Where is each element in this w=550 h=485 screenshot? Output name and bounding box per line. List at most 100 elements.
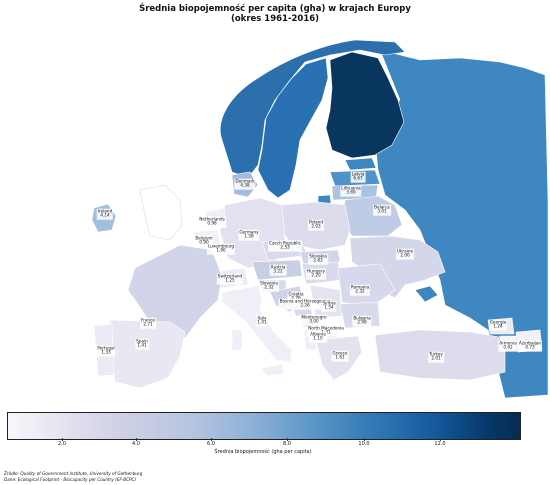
country-label: Latvia 6.67 — [350, 171, 366, 183]
country-label: Spain 1.41 — [135, 338, 149, 350]
country-label: Germany 1.58 — [238, 229, 260, 241]
country-name: Portugal — [97, 345, 115, 351]
colorbar-tick-label: 10.0 — [358, 441, 370, 447]
country-label: Lithuania 3.69 — [340, 185, 362, 197]
country-value: 0.98 — [207, 221, 217, 226]
country-value: 4.14 — [100, 213, 110, 218]
map-title: Średnia biopojemność per capita (gha) w … — [0, 4, 550, 24]
country-label: Hungary 2.20 — [306, 268, 326, 280]
region-finland[interactable] — [325, 51, 405, 159]
region-sicily[interactable] — [261, 363, 285, 377]
country-name: Slovenia — [260, 280, 278, 286]
country-name: Czech Republic — [269, 240, 301, 246]
country-label: Switzerland 1.25 — [216, 273, 244, 285]
country-label: Ireland 4.14 — [96, 208, 114, 220]
country-name: Spain — [136, 338, 148, 344]
country-name: Austria — [270, 264, 286, 270]
source-line-1: Źródło: Quality of Government Institute,… — [4, 471, 143, 476]
map-title-line1: Średnia biopojemność per capita (gha) w … — [139, 4, 411, 14]
country-label: Albania 1.10 — [309, 331, 327, 343]
colorbar-tick-mark — [136, 438, 137, 441]
colorbar — [7, 412, 521, 440]
colorbar-tick-mark — [364, 438, 365, 441]
country-value: 2.20 — [311, 273, 321, 278]
country-value: 1.33 — [101, 350, 111, 355]
country-value: 2.49 — [357, 320, 367, 325]
country-label: Austria 3.22 — [269, 264, 287, 276]
country-name: North Macedonia — [308, 325, 344, 331]
country-value: 2.71 — [143, 322, 153, 327]
country-name: Hungary — [307, 268, 325, 274]
country-name: Lithuania — [341, 185, 361, 191]
country-value: 1.58 — [244, 234, 254, 239]
country-value: 3.69 — [346, 190, 356, 195]
country-name: Romania — [350, 284, 370, 290]
country-value: 0.73 — [525, 345, 535, 350]
region-uk[interactable] — [139, 184, 183, 241]
region-sweden[interactable] — [257, 57, 329, 199]
country-name: Netherlands — [199, 216, 225, 222]
country-value: 3.22 — [273, 269, 283, 274]
country-label: Armenia 0.62 — [498, 340, 518, 352]
country-label: Czech Republic 2.53 — [268, 240, 302, 252]
country-value: 4.38 — [240, 183, 250, 188]
colorbar-tick-label: 6.0 — [207, 441, 215, 447]
colorbar-label: Średnia biopojemność (gha per capita) — [214, 449, 312, 455]
country-name: Bosnia and Herzegovina — [279, 298, 331, 304]
country-value: 2.53 — [280, 245, 290, 250]
country-label: Italy 1.01 — [256, 315, 268, 327]
country-name: Serbia — [322, 300, 336, 306]
country-label: Serbia 1.54 — [321, 300, 337, 312]
country-label: Croatia2.76 — [287, 291, 305, 303]
country-name: Belarus — [374, 204, 390, 210]
country-label: Bulgaria 2.49 — [352, 315, 372, 327]
country-value: 0.90 — [199, 240, 209, 245]
country-label: Poland 2.03 — [308, 219, 324, 231]
colorbar-tick-label: 12.0 — [434, 441, 446, 447]
country-value: 2.00 — [400, 253, 410, 258]
country-label: Azerbaijan 0.73 — [517, 340, 543, 352]
country-value: 6.67 — [353, 176, 363, 181]
country-name: France — [141, 317, 155, 323]
country-label: France 2.71 — [140, 317, 156, 329]
country-value: 1.01 — [257, 320, 267, 325]
map-title-line2: (okres 1961-2016) — [230, 14, 320, 24]
source-line-2: Dane: Ecological Footprint - Biocapacity… — [4, 477, 137, 482]
country-label: Bosnia and Herzegovina 2.26 — [278, 298, 332, 310]
country-value: 3.00 — [309, 319, 319, 324]
colorbar-tick-label: 2.0 — [58, 441, 66, 447]
colorbar-tick-label: 8.0 — [283, 441, 291, 447]
country-label: Slovenia 2.32 — [259, 280, 279, 292]
country-name: Turkey — [429, 351, 443, 357]
country-value: 1.61 — [335, 355, 345, 360]
region-spain[interactable] — [109, 319, 186, 389]
region-france[interactable] — [127, 244, 223, 339]
country-name: Ireland — [97, 208, 113, 214]
country-name: Georgia — [489, 319, 507, 325]
country-value: 2.32 — [355, 289, 365, 294]
region-belarus[interactable] — [341, 195, 403, 237]
colorbar-tick-label: 4.0 — [132, 441, 140, 447]
country-value: 2.76 — [288, 296, 303, 302]
country-name: Latvia — [351, 171, 365, 177]
country-name: Denmark — [235, 178, 255, 184]
region-kaliningrad[interactable] — [317, 194, 332, 205]
country-value: 1.24 — [493, 324, 503, 329]
country-label: Romania 2.32 — [349, 284, 371, 296]
country-value: 1.90 — [216, 248, 226, 253]
region-crimea[interactable] — [414, 285, 439, 303]
country-label: Netherlands 0.98 — [198, 216, 226, 228]
country-name: Azerbaijan — [518, 340, 542, 346]
country-name: Belgium — [195, 235, 213, 241]
country-label: Slovakia 2.83 — [308, 253, 328, 265]
region-sardinia[interactable] — [231, 329, 243, 351]
country-value: 2.32 — [264, 285, 274, 290]
country-value: 2.26 — [300, 303, 310, 308]
country-label: Denmark 4.38 — [234, 178, 256, 190]
colorbar-tick-mark — [440, 438, 441, 441]
country-name: Italy — [257, 315, 267, 321]
country-label: Luxembourg 1.90 — [206, 243, 236, 255]
region-estonia[interactable] — [344, 157, 377, 171]
country-name: Armenia — [499, 340, 517, 346]
